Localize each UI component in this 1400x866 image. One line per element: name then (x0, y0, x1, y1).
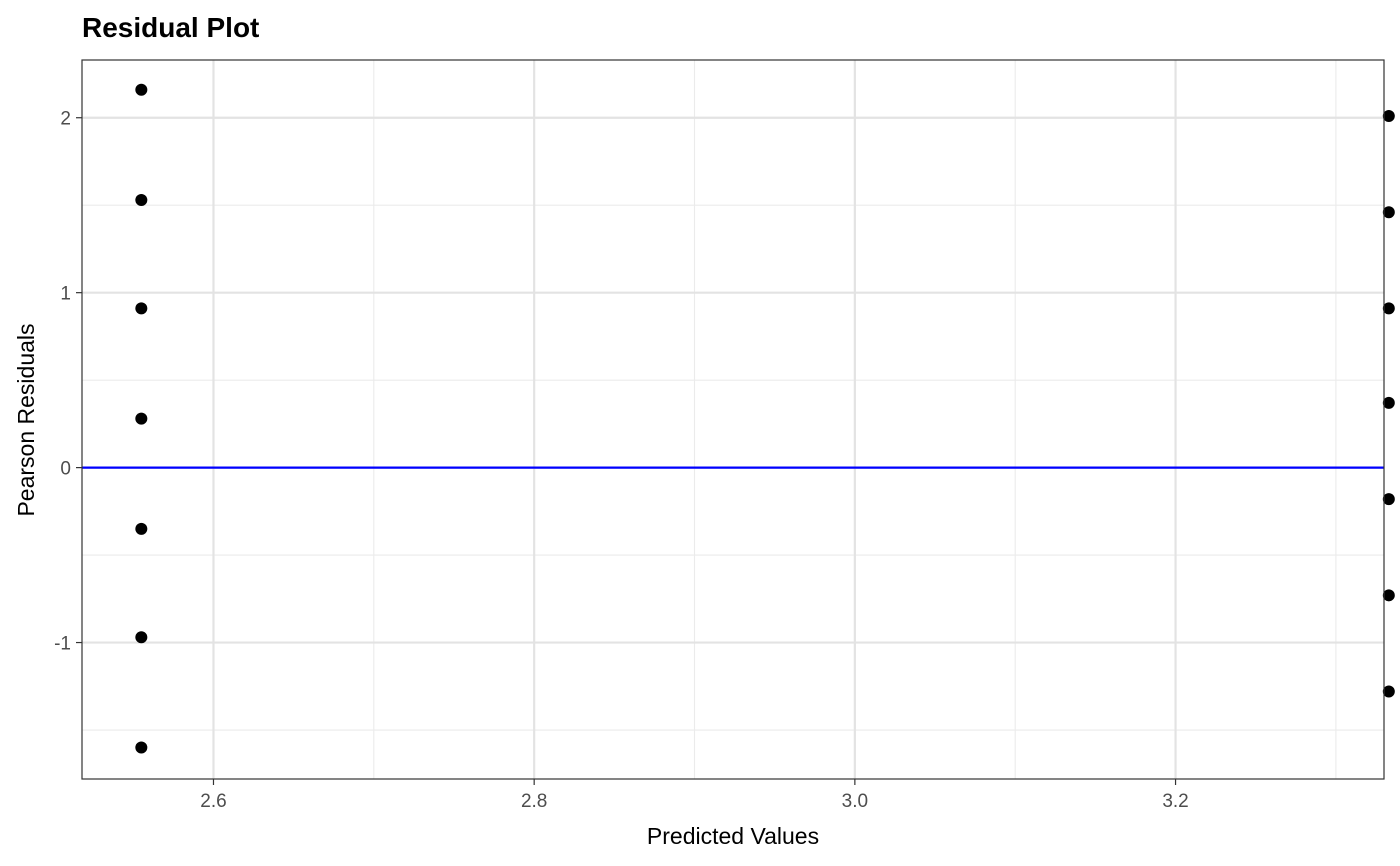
data-point (135, 83, 148, 96)
data-point (135, 741, 148, 754)
plot-panel-border (81, 59, 1385, 780)
data-point (135, 631, 148, 644)
major-gridlines (82, 60, 1384, 779)
y-axis-label: Pearson Residuals (13, 323, 39, 516)
y-tick-label: 2 (60, 109, 71, 130)
data-points (135, 83, 1395, 754)
data-point (1382, 685, 1395, 698)
data-point (1382, 206, 1395, 219)
x-tick-label: 2.6 (200, 791, 226, 812)
data-point (1382, 493, 1395, 506)
data-point (135, 522, 148, 535)
x-tick-label: 2.8 (521, 791, 547, 812)
y-tick-label: -1 (54, 634, 71, 655)
x-tick-label: 3.2 (1162, 791, 1188, 812)
x-axis-ticks: 2.6 2.8 3.0 3.2 (200, 779, 1189, 812)
y-tick-label: 0 (60, 459, 71, 480)
data-point (1382, 589, 1395, 602)
x-axis-label: Predicted Values (647, 823, 819, 849)
y-axis-ticks: -1 0 1 2 (54, 109, 82, 655)
y-tick-label: 1 (60, 284, 71, 305)
data-point (1382, 396, 1395, 409)
data-point (135, 412, 148, 425)
x-tick-label: 3.0 (842, 791, 868, 812)
chart-title: Residual Plot (82, 12, 259, 43)
minor-gridlines (82, 60, 1384, 779)
data-point (135, 302, 148, 315)
data-point (135, 193, 148, 206)
data-point (1382, 109, 1395, 122)
data-point (1382, 302, 1395, 315)
